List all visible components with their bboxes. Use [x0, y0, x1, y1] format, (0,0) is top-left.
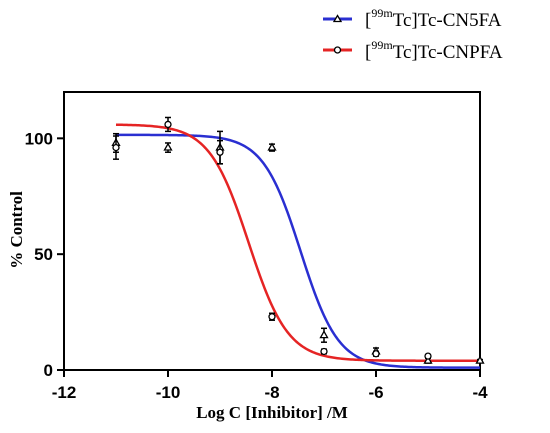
y-tick-label: 0: [44, 361, 53, 380]
legend-label-cn5fa-sup: 99m: [371, 6, 393, 20]
legend-marker-cnpfa: [333, 46, 342, 54]
x-tick-label: -12: [52, 383, 77, 402]
fit-curves: [115, 123, 480, 369]
data-point-cnpfa: [268, 312, 276, 321]
legend-label-cn5fa: [99mTc]Tc-CN5FA: [365, 6, 502, 31]
legend-label-cn5fa-prefix: [: [365, 10, 371, 31]
data-point-cn5fa: [267, 142, 277, 152]
legend: [99mTc]Tc-CN5FA [99mTc]Tc-CNPFA: [323, 6, 503, 63]
fit-curve-cnpfa: [115, 123, 480, 362]
axes: -12 -10 -8 -6 -4 0 50 100: [25, 129, 488, 402]
x-axis-title: Log C [Inhibitor] /M: [196, 403, 348, 422]
legend-label-cnpfa-suffix: Tc]Tc-CNPFA: [393, 42, 503, 63]
y-axis-title: % Control: [7, 191, 26, 269]
legend-label-cnpfa-prefix: [: [365, 42, 371, 63]
data-point-cnpfa: [164, 116, 172, 133]
x-tick-label: -4: [472, 383, 488, 402]
legend-label-cnpfa-sup: 99m: [371, 38, 393, 52]
data-point-cn5fa: [319, 327, 329, 343]
data-point-cnpfa: [216, 139, 224, 165]
data-point-cnpfa: [320, 347, 328, 356]
data-point-cnpfa: [424, 352, 432, 360]
data-point-cn5fa: [163, 142, 173, 153]
x-tick-label: -10: [156, 383, 181, 402]
legend-label-cn5fa-suffix: Tc]Tc-CN5FA: [393, 10, 502, 31]
y-tick-label: 100: [25, 129, 53, 148]
data-point-cn5fa: [475, 355, 485, 364]
y-tick-label: 50: [34, 245, 53, 264]
legend-marker-cn5fa: [332, 14, 343, 23]
x-tick-label: -6: [368, 383, 383, 402]
x-tick-label: -8: [264, 383, 279, 402]
data-point-cnpfa: [372, 350, 380, 358]
fit-curve-cn5fa: [116, 133, 480, 369]
data-point-cnpfa: [112, 135, 120, 160]
data-points: [111, 116, 485, 364]
legend-label-cnpfa: [99mTc]Tc-CNPFA: [365, 38, 503, 63]
